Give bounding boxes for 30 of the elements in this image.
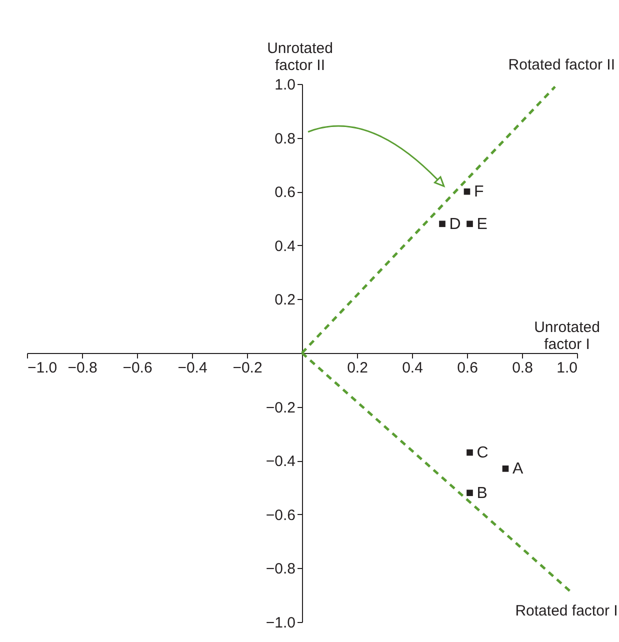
y-tick-label: 0.4 bbox=[274, 238, 296, 255]
series-label: Rotated factor II bbox=[508, 56, 615, 74]
x-axis-title: Unrotated factor I bbox=[534, 319, 600, 353]
x-tick-label: −0.6 bbox=[122, 360, 152, 376]
x-tick-label: 0.8 bbox=[512, 360, 533, 376]
y-tick-label: −1.0 bbox=[266, 614, 296, 632]
series-label: Rotated factor I bbox=[515, 602, 618, 620]
x-tick-label: −0.8 bbox=[68, 360, 98, 376]
y-tick-label: −0.4 bbox=[266, 453, 296, 470]
y-tick-label: 0.2 bbox=[274, 292, 296, 309]
annotation: B bbox=[476, 484, 488, 502]
x-tick-label: 0.4 bbox=[402, 360, 423, 376]
x-tick-label: 0.2 bbox=[347, 360, 368, 376]
x-tick-label: −1.0 bbox=[28, 360, 58, 376]
y-tick-label: −0.2 bbox=[266, 399, 296, 416]
annotation: D bbox=[449, 216, 461, 233]
y-tick-label: −0.8 bbox=[266, 560, 296, 578]
y-tick-label: 0.6 bbox=[274, 184, 296, 202]
annotation: A bbox=[512, 460, 524, 478]
x-tick-label: 1.0 bbox=[556, 360, 578, 376]
y-tick-label: −0.6 bbox=[266, 506, 296, 524]
y-tick-label: 1.0 bbox=[274, 76, 296, 94]
annotation: E bbox=[476, 216, 488, 233]
x-tick-label: 0.6 bbox=[457, 360, 478, 376]
x-tick-label: −0.4 bbox=[178, 360, 208, 376]
annotation: C bbox=[476, 444, 488, 462]
x-tick-label: −0.2 bbox=[232, 360, 262, 376]
y-tick-label: 0.8 bbox=[274, 130, 296, 148]
annotation: F bbox=[474, 184, 484, 201]
y-axis-title: Unrotated factor II bbox=[267, 40, 333, 74]
